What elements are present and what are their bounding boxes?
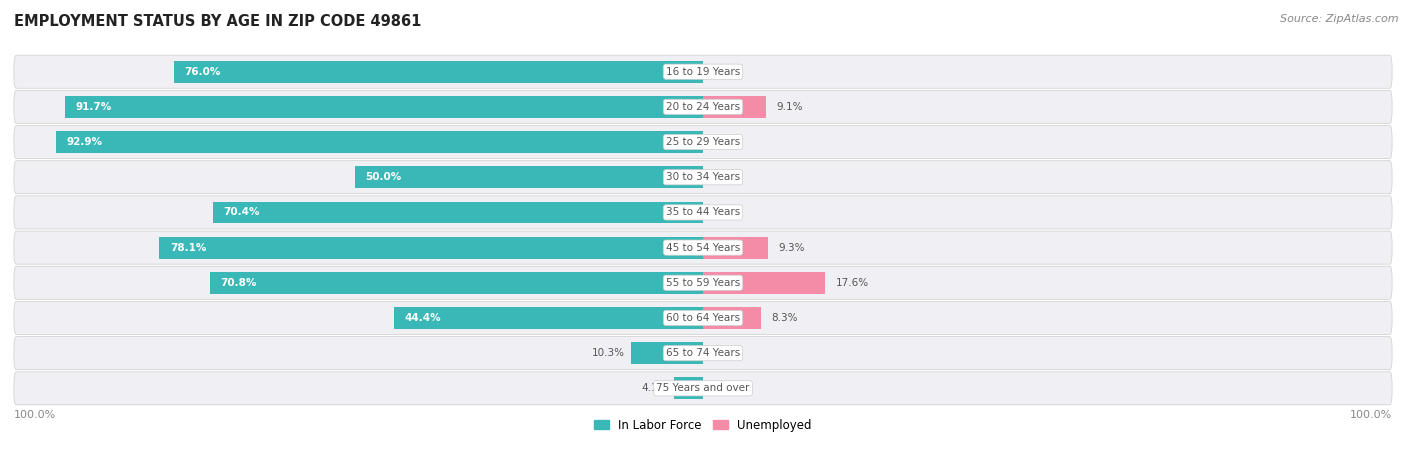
Text: 25 to 29 Years: 25 to 29 Years bbox=[666, 137, 740, 147]
Text: 78.1%: 78.1% bbox=[170, 243, 207, 253]
Text: 0.0%: 0.0% bbox=[713, 172, 740, 182]
Text: 0.0%: 0.0% bbox=[713, 207, 740, 217]
Text: 91.7%: 91.7% bbox=[76, 102, 111, 112]
Bar bbox=[159, 237, 703, 258]
Text: 100.0%: 100.0% bbox=[1350, 410, 1392, 420]
FancyBboxPatch shape bbox=[14, 266, 1392, 299]
Text: 92.9%: 92.9% bbox=[67, 137, 103, 147]
Text: 50.0%: 50.0% bbox=[366, 172, 402, 182]
Text: 44.4%: 44.4% bbox=[405, 313, 441, 323]
Text: 75 Years and over: 75 Years and over bbox=[657, 383, 749, 393]
Text: 45 to 54 Years: 45 to 54 Years bbox=[666, 243, 740, 253]
Text: 30 to 34 Years: 30 to 34 Years bbox=[666, 172, 740, 182]
Legend: In Labor Force, Unemployed: In Labor Force, Unemployed bbox=[595, 419, 811, 432]
FancyBboxPatch shape bbox=[14, 90, 1392, 124]
Bar bbox=[631, 342, 703, 364]
Text: EMPLOYMENT STATUS BY AGE IN ZIP CODE 49861: EMPLOYMENT STATUS BY AGE IN ZIP CODE 498… bbox=[14, 14, 422, 28]
Bar bbox=[703, 272, 825, 294]
Bar bbox=[675, 377, 703, 399]
FancyBboxPatch shape bbox=[14, 55, 1392, 88]
Text: 16 to 19 Years: 16 to 19 Years bbox=[666, 67, 740, 77]
Text: 35 to 44 Years: 35 to 44 Years bbox=[666, 207, 740, 217]
Bar bbox=[211, 272, 703, 294]
Text: 0.0%: 0.0% bbox=[713, 383, 740, 393]
Text: 17.6%: 17.6% bbox=[837, 278, 869, 288]
Text: 20 to 24 Years: 20 to 24 Years bbox=[666, 102, 740, 112]
Bar bbox=[65, 96, 703, 118]
FancyBboxPatch shape bbox=[14, 161, 1392, 194]
Text: 0.0%: 0.0% bbox=[713, 67, 740, 77]
Text: 100.0%: 100.0% bbox=[14, 410, 56, 420]
Text: 60 to 64 Years: 60 to 64 Years bbox=[666, 313, 740, 323]
Text: 8.3%: 8.3% bbox=[772, 313, 797, 323]
Text: 0.0%: 0.0% bbox=[713, 348, 740, 358]
Bar bbox=[703, 307, 761, 329]
Text: 9.3%: 9.3% bbox=[778, 243, 804, 253]
FancyBboxPatch shape bbox=[14, 231, 1392, 264]
FancyBboxPatch shape bbox=[14, 301, 1392, 335]
Text: 65 to 74 Years: 65 to 74 Years bbox=[666, 348, 740, 358]
Text: 0.0%: 0.0% bbox=[713, 137, 740, 147]
Text: 70.4%: 70.4% bbox=[224, 207, 260, 217]
Bar bbox=[354, 166, 703, 188]
FancyBboxPatch shape bbox=[14, 372, 1392, 405]
Text: 76.0%: 76.0% bbox=[184, 67, 221, 77]
Bar bbox=[394, 307, 703, 329]
Text: Source: ZipAtlas.com: Source: ZipAtlas.com bbox=[1281, 14, 1399, 23]
Bar bbox=[174, 61, 703, 83]
Bar bbox=[703, 237, 768, 258]
Text: 10.3%: 10.3% bbox=[592, 348, 624, 358]
FancyBboxPatch shape bbox=[14, 196, 1392, 229]
Bar bbox=[56, 131, 703, 153]
Text: 9.1%: 9.1% bbox=[776, 102, 803, 112]
Bar bbox=[214, 202, 703, 223]
FancyBboxPatch shape bbox=[14, 336, 1392, 370]
FancyBboxPatch shape bbox=[14, 125, 1392, 159]
Text: 4.1%: 4.1% bbox=[641, 383, 668, 393]
Bar bbox=[703, 96, 766, 118]
Text: 70.8%: 70.8% bbox=[221, 278, 257, 288]
Text: 55 to 59 Years: 55 to 59 Years bbox=[666, 278, 740, 288]
